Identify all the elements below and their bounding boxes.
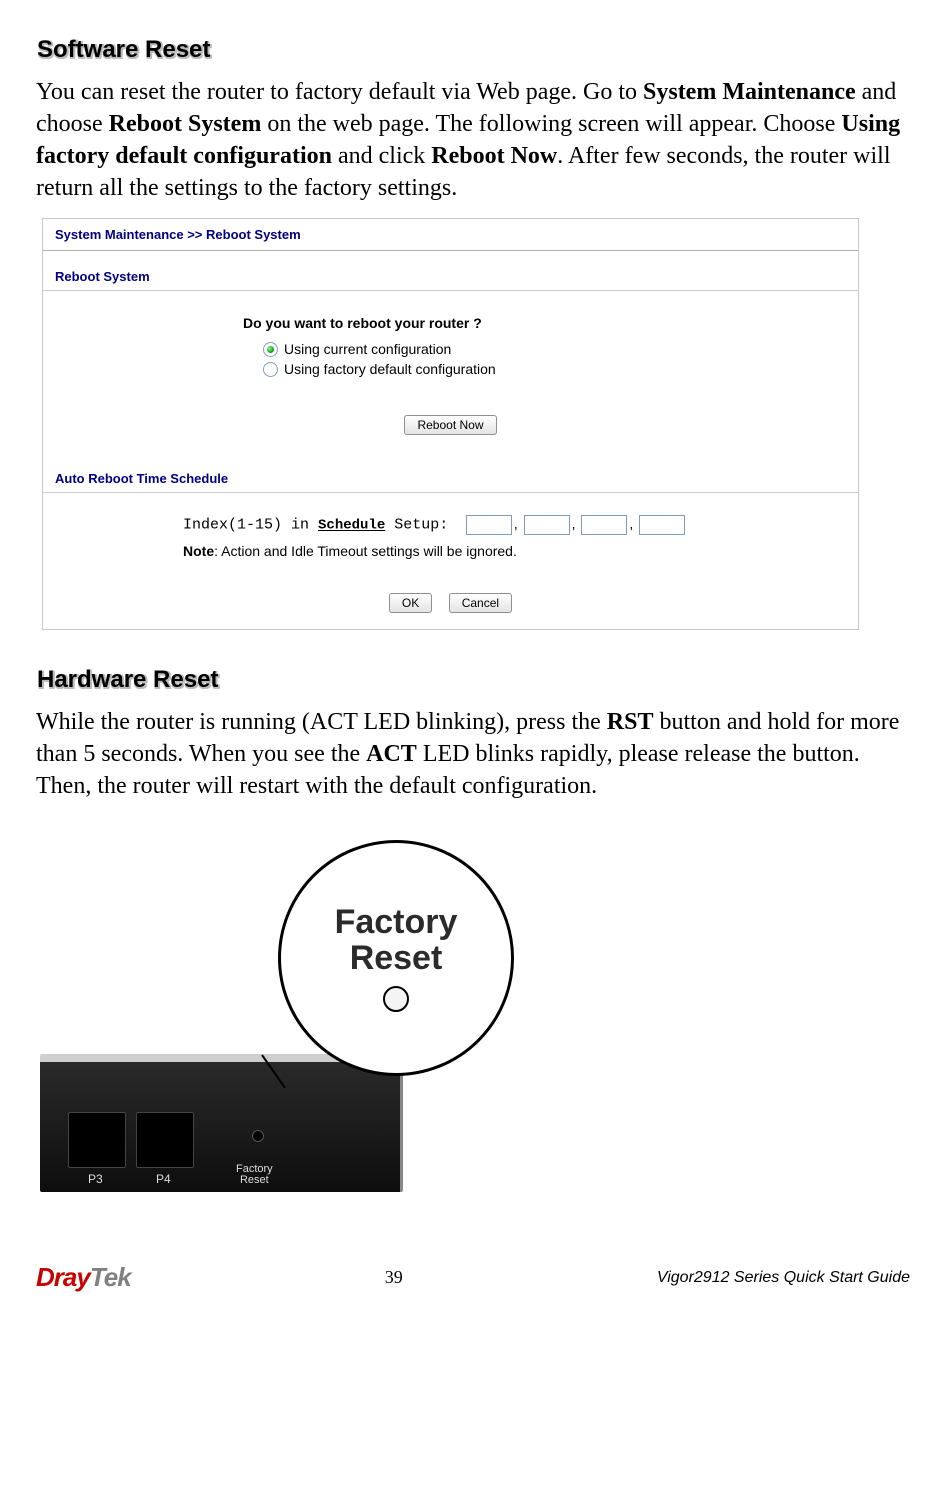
schedule-input-4[interactable] — [639, 515, 685, 535]
text: on the web page. The following screen wi… — [261, 111, 841, 137]
hardware-reset-figure: P3 P4 Factory Reset Factory Reset — [40, 822, 540, 1202]
heading-software-reset: Software Reset — [37, 36, 910, 64]
screenshot-bottom-buttons: OK Cancel — [43, 579, 858, 629]
logo-grey-part: Tek — [90, 1262, 131, 1292]
port-p3-icon — [68, 1112, 126, 1168]
radio-row-current[interactable]: Using current configuration — [263, 341, 848, 357]
reboot-now-button[interactable]: Reboot Now — [404, 415, 496, 435]
text-bold: ACT — [366, 741, 417, 767]
text-bold: Reboot Now — [431, 143, 557, 169]
paragraph-software-reset: You can reset the router to factory defa… — [36, 76, 910, 204]
group-title-reboot: Reboot System — [43, 251, 858, 291]
cancel-button[interactable]: Cancel — [449, 593, 512, 613]
group-reboot-body: Do you want to reboot your router ? Usin… — [43, 291, 858, 453]
text-bold: System Maintenance — [643, 79, 856, 105]
text-bold: Reboot System — [109, 111, 262, 137]
callout-hole-icon — [383, 986, 409, 1012]
reboot-question: Do you want to reboot your router ? — [243, 315, 848, 331]
callout-text-line1: Factory — [335, 904, 458, 940]
schedule-setup-label: Setup: — [385, 517, 448, 534]
schedule-index-label: Index(1-15) in — [183, 517, 318, 534]
factory-reset-small-label: Factory Reset — [236, 1164, 273, 1186]
factory-reset-callout: Factory Reset — [278, 840, 514, 1076]
text-bold: RST — [607, 709, 654, 735]
schedule-row: Index(1-15) in Schedule Setup: , , , — [183, 515, 848, 535]
radio-row-factory[interactable]: Using factory default configuration — [263, 361, 848, 377]
heading-hardware-reset: Hardware Reset — [37, 666, 910, 694]
schedule-input-3[interactable] — [581, 515, 627, 535]
logo-red-part: Dray — [36, 1262, 90, 1292]
group-auto-reboot-body: Index(1-15) in Schedule Setup: , , , Not… — [43, 493, 858, 579]
note-label: Note — [183, 543, 214, 559]
text: and click — [332, 143, 431, 169]
group-title-auto-reboot: Auto Reboot Time Schedule — [43, 453, 858, 493]
text: You can reset the router to factory defa… — [36, 79, 643, 105]
paragraph-hardware-reset: While the router is running (ACT LED bli… — [36, 706, 910, 802]
schedule-note: Note: Action and Idle Timeout settings w… — [183, 543, 848, 559]
port-p4-icon — [136, 1112, 194, 1168]
port-p4-label: P4 — [156, 1172, 171, 1186]
port-p3-label: P3 — [88, 1172, 103, 1186]
guide-name: Vigor2912 Series Quick Start Guide — [657, 1269, 910, 1287]
page-footer: DrayTek 39 Vigor2912 Series Quick Start … — [36, 1262, 910, 1293]
schedule-link[interactable]: Schedule — [318, 518, 385, 534]
text: Reset — [240, 1174, 269, 1186]
router-body: P3 P4 Factory Reset — [40, 1054, 403, 1192]
text: While the router is running (ACT LED bli… — [36, 709, 607, 735]
radio-current-config-label: Using current configuration — [284, 341, 451, 357]
radio-factory-config-icon[interactable] — [263, 362, 278, 377]
breadcrumb: System Maintenance >> Reboot System — [43, 219, 858, 251]
page-number: 39 — [385, 1267, 403, 1288]
callout-text-line2: Reset — [350, 940, 443, 976]
radio-current-config-icon[interactable] — [263, 342, 278, 357]
radio-factory-config-label: Using factory default configuration — [284, 361, 496, 377]
draytek-logo: DrayTek — [36, 1262, 131, 1293]
schedule-input-2[interactable] — [524, 515, 570, 535]
note-text: : Action and Idle Timeout settings will … — [214, 543, 517, 559]
schedule-input-1[interactable] — [466, 515, 512, 535]
screenshot-reboot-system: System Maintenance >> Reboot System Rebo… — [42, 218, 859, 630]
factory-reset-hole-icon — [252, 1130, 264, 1142]
ok-button[interactable]: OK — [389, 593, 432, 613]
